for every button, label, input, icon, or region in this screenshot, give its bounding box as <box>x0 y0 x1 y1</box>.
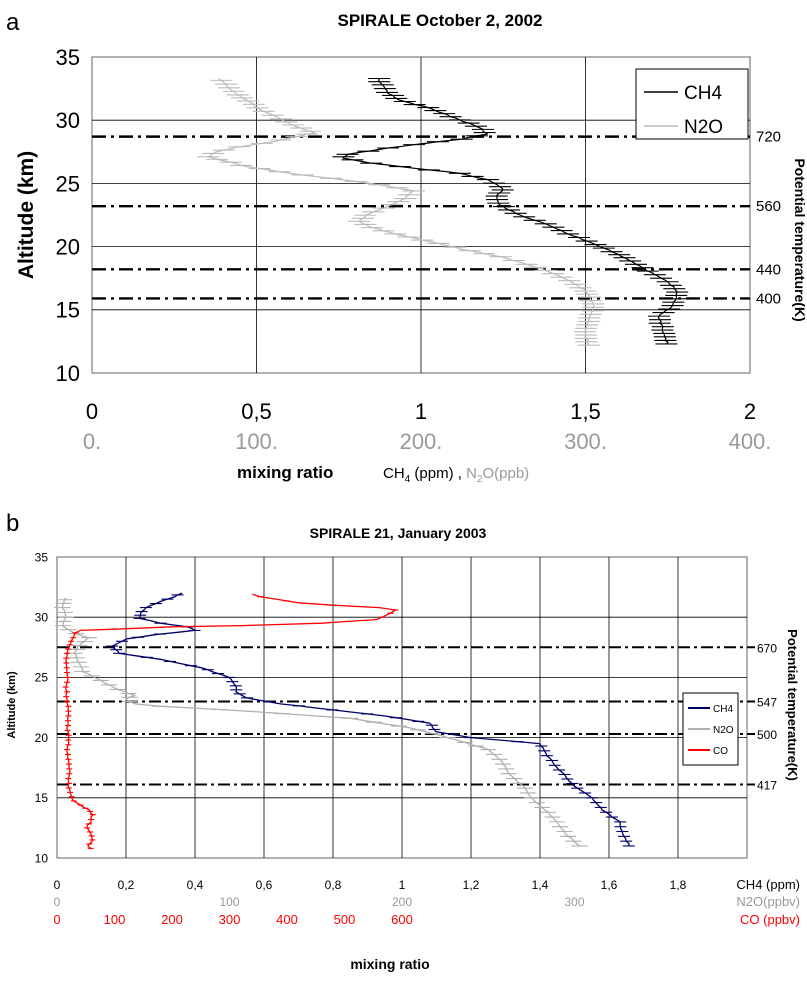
x-tick-label: 200 <box>392 895 412 909</box>
panel-b-legend: CH4 N2O CO <box>682 692 739 766</box>
legend-label-ch4-b: CH4 <box>713 704 733 715</box>
panel-a: a SPIRALE October 2, 2002 720 560 440 400 1… <box>6 9 807 485</box>
x-tick-label: 1,6 <box>601 878 618 892</box>
y-tick-label: 25 <box>56 171 80 196</box>
y-tick-label: 20 <box>56 235 80 260</box>
x-tick-label: 0,4 <box>187 878 204 892</box>
x-tick-label: 1 <box>399 878 406 892</box>
x-tick-label: 0,6 <box>256 878 273 892</box>
x-tick-label: 200. <box>400 429 443 454</box>
panel-b-label: b <box>6 510 19 537</box>
potential-temperature-label: 560 <box>756 198 781 215</box>
x-tick-label: 0 <box>86 399 98 424</box>
panel-b-grid <box>57 557 747 858</box>
x-tick-label: 1,8 <box>670 878 687 892</box>
potential-temperature-label: 720 <box>756 129 781 146</box>
panel-b-potential-temperature-lines: 670 547 500 417 <box>57 641 777 793</box>
panel-a-x-ticks-ch4: 0 0,5 1 1,5 2 <box>86 399 756 424</box>
potential-temperature-label: 417 <box>757 779 777 793</box>
panel-a-title: SPIRALE October 2, 2002 <box>337 11 542 30</box>
legend-label-co-b: CO <box>713 746 728 757</box>
panel-b-x-axis-label: mixing ratio <box>350 956 429 972</box>
y-tick-label: 20 <box>35 731 49 745</box>
series-line-ch4 <box>342 78 678 345</box>
x-tick-label: 300. <box>564 429 607 454</box>
x-tick-label: 100. <box>235 429 278 454</box>
x-tick-label: 1,2 <box>463 878 480 892</box>
panel-a-legend: CH4 N2O <box>635 68 749 140</box>
y-tick-label: 10 <box>56 361 80 386</box>
legend-label-ch4: CH4 <box>684 83 722 104</box>
series-ch4 <box>106 592 635 847</box>
x-tick-label: 100 <box>104 912 126 927</box>
series-line-n2o <box>207 78 595 346</box>
x-tick-label: 500 <box>334 912 356 927</box>
potential-temperature-label: 500 <box>757 728 777 742</box>
panel-b-axis-label-ch4: CH4 (ppm) <box>736 877 800 892</box>
y-tick-label: 35 <box>35 550 49 564</box>
series-line-n2o <box>61 597 581 847</box>
x-tick-label: 0 <box>54 895 61 909</box>
potential-temperature-label: 400 <box>756 290 781 307</box>
y-tick-label: 30 <box>35 611 49 625</box>
panel-b-series <box>54 592 635 849</box>
x-tick-label: 400. <box>729 429 772 454</box>
potential-temperature-label: 547 <box>757 695 777 709</box>
x-tick-label: 300 <box>219 912 241 927</box>
x-tick-label: 1,5 <box>570 399 601 424</box>
y-tick-label: 15 <box>35 791 49 805</box>
series-n2o <box>54 597 588 847</box>
x-tick-label: 0,5 <box>241 399 272 424</box>
series-ch4 <box>332 77 689 345</box>
x-tick-label: 1,4 <box>532 878 549 892</box>
panel-b-x-ticks-ch4: 0 0,2 0,4 0,6 0,8 1 1,2 1,4 1,6 1,8 <box>54 878 687 892</box>
panel-b-right-axis-label: Potential temperature(K) <box>785 629 800 781</box>
panel-a-x-axis-label: mixing ratio <box>237 463 333 482</box>
x-tick-label: 0,8 <box>325 878 342 892</box>
x-tick-label: 2 <box>744 399 756 424</box>
x-tick-label: 100 <box>219 895 239 909</box>
y-tick-label: 10 <box>35 851 49 865</box>
x-tick-label: 600 <box>391 912 413 927</box>
panel-b-x-ticks-n2o: 0 100 200 300 <box>54 895 585 909</box>
x-tick-label: 400 <box>276 912 298 927</box>
x-tick-label: 1 <box>415 399 427 424</box>
x-tick-label: 0,2 <box>118 878 135 892</box>
potential-temperature-label: 670 <box>757 641 777 655</box>
legend-label-n2o: N2O <box>684 117 723 138</box>
x-tick-label: 300 <box>564 895 584 909</box>
panel-a-right-axis-label: Potential temperature(K) <box>792 158 807 321</box>
y-tick-label: 35 <box>56 45 80 70</box>
x-tick-label: 0 <box>53 912 60 927</box>
series-co <box>62 593 399 849</box>
panel-a-series <box>197 77 689 346</box>
potential-temperature-label: 440 <box>756 261 781 278</box>
panel-b-x-ticks-co: 0 100 200 300 400 500 600 <box>53 912 412 927</box>
panel-b-axis-label-n2o: N2O(ppbv) <box>736 894 800 909</box>
panel-a-x-axis-units: CH4 (ppm) , N2O(ppb) <box>383 465 529 485</box>
series-line-co <box>65 593 397 849</box>
panel-a-label: a <box>6 9 20 36</box>
panel-b-title: SPIRALE 21, January 2003 <box>310 525 487 541</box>
y-tick-label: 25 <box>35 671 49 685</box>
panel-a-x-ticks-n2o: 0. 100. 200. 300. 400. <box>83 429 772 454</box>
y-tick-label: 15 <box>56 298 80 323</box>
x-tick-label: 0. <box>83 429 101 454</box>
panel-a-legend-box <box>635 68 749 140</box>
panel-a-y-ticks: 10 15 20 25 30 35 <box>56 45 80 386</box>
series-n2o <box>197 78 605 346</box>
legend-label-n2o-b: N2O <box>713 725 734 736</box>
panel-b: b SPIRALE 21, January 2003 670547500417 … <box>6 510 800 972</box>
series-line-ch4 <box>111 592 630 847</box>
y-tick-label: 30 <box>56 108 80 133</box>
x-tick-label: 200 <box>161 912 183 927</box>
panel-b-y-ticks: 10 15 20 25 30 35 <box>35 550 49 865</box>
panel-a-potential-temperature-lines: 720 560 440 400 <box>92 129 781 307</box>
panel-a-y-axis-label: Altitude (km) <box>15 151 38 279</box>
x-tick-label: 0 <box>54 878 61 892</box>
panel-b-axis-label-co: CO (ppbv) <box>740 912 800 927</box>
panel-b-y-axis-label: Altitude (km) <box>6 671 18 739</box>
